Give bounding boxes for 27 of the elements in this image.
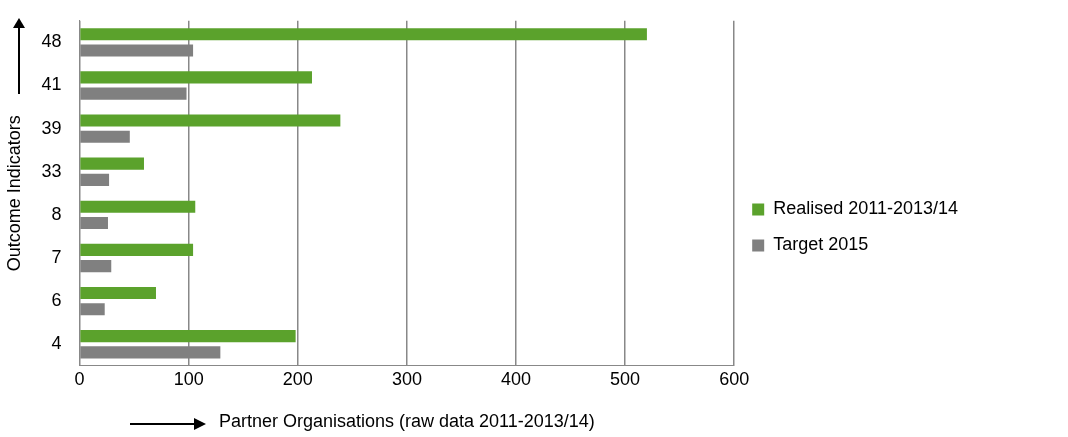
bar <box>80 243 194 256</box>
y-tick-label: 4 <box>51 333 62 354</box>
bar <box>80 28 647 41</box>
x-tick-label: 100 <box>173 368 204 389</box>
x-tick-label: 300 <box>391 368 422 389</box>
x-tick-label: 200 <box>282 368 313 389</box>
legend-label: Target 2015 <box>773 234 869 255</box>
y-tick-label: 33 <box>41 160 62 181</box>
y-tick-label: 8 <box>51 203 62 224</box>
x-tick-label: 400 <box>500 368 532 389</box>
x-axis-title: Partner Organisations (raw data 2011-2013/14) <box>218 411 595 432</box>
bar <box>80 330 296 343</box>
y-tick-label: 41 <box>41 74 62 95</box>
y-tick-label: 48 <box>41 31 62 52</box>
bar <box>80 114 341 127</box>
y-tick-label: 39 <box>41 117 62 138</box>
y-tick-label: 7 <box>51 246 62 267</box>
x-tick-label: 0 <box>74 368 85 389</box>
x-tick-label: 600 <box>719 368 750 389</box>
y-tick-label: 6 <box>51 290 62 311</box>
bar <box>80 200 196 213</box>
bar <box>80 286 156 300</box>
y-axis-title: Outcome Indicators <box>3 115 24 272</box>
bar <box>80 157 144 170</box>
legend-label: Realised 2011-2013/14 <box>773 198 958 219</box>
x-tick-label: 500 <box>610 368 641 389</box>
bar <box>80 71 312 84</box>
